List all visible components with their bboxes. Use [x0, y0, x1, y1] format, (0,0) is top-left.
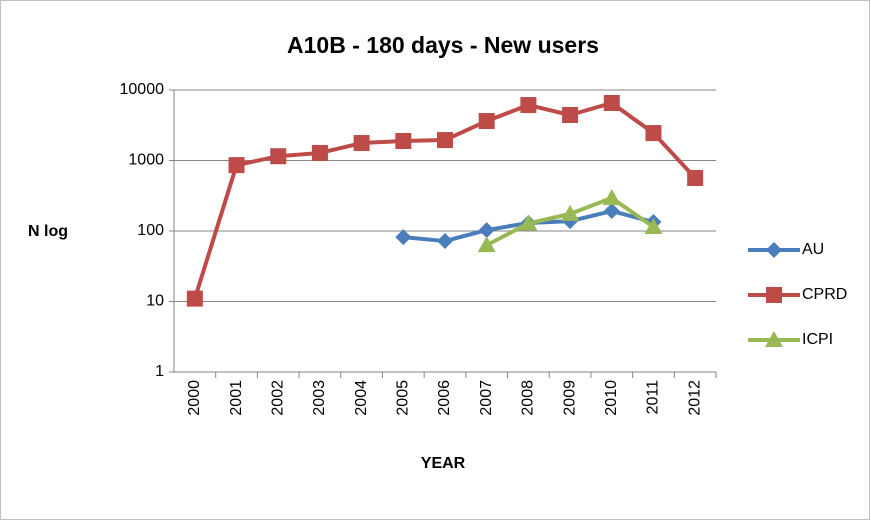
marker — [561, 204, 580, 221]
y-tick-label: 10000 — [120, 81, 165, 98]
x-tick-label: 2007 — [478, 380, 495, 416]
x-tick-label: 2006 — [436, 380, 453, 416]
x-tick-label: 2003 — [311, 380, 328, 416]
marker — [520, 97, 537, 114]
marker — [645, 125, 662, 142]
legend-label: CPRD — [802, 286, 847, 303]
marker — [437, 233, 453, 250]
y-tick-label: 100 — [137, 222, 164, 239]
x-tick-label: 2010 — [603, 380, 620, 416]
x-tick-label: 2011 — [645, 380, 662, 415]
marker — [687, 169, 704, 186]
marker — [766, 287, 782, 303]
x-tick-label: 2009 — [561, 380, 578, 416]
marker — [353, 135, 370, 152]
x-tick-label: 2002 — [269, 380, 286, 416]
x-tick-label: 2004 — [353, 380, 370, 416]
y-tick-label: 10 — [146, 293, 164, 310]
y-axis-label: N log — [28, 223, 68, 240]
marker — [311, 144, 328, 161]
marker — [477, 236, 496, 253]
x-tick-label: 2001 — [228, 380, 245, 416]
x-tick-label: 2008 — [520, 380, 537, 416]
marker — [228, 157, 245, 174]
marker — [437, 132, 453, 149]
marker — [186, 290, 203, 307]
y-tick-label: 1 — [155, 363, 164, 380]
x-tick-label: 2012 — [686, 380, 703, 416]
marker — [519, 214, 538, 231]
marker — [270, 148, 287, 165]
x-axis-label: YEAR — [421, 455, 466, 472]
marker — [395, 133, 412, 150]
x-tick-label: 2000 — [186, 380, 203, 416]
marker — [478, 113, 495, 130]
legend-label: ICPI — [802, 331, 833, 348]
marker — [395, 229, 412, 246]
marker — [602, 188, 621, 205]
marker — [478, 222, 495, 239]
x-tick-label: 2005 — [395, 380, 412, 416]
legend-label: AU — [802, 241, 824, 258]
marker — [603, 203, 620, 220]
marker — [644, 217, 663, 234]
y-tick-label: 1000 — [128, 152, 164, 169]
marker — [603, 95, 620, 112]
marker — [562, 106, 579, 123]
marker — [765, 331, 783, 347]
chart-title: A10B - 180 days - New users — [287, 32, 599, 58]
marker — [766, 242, 782, 258]
